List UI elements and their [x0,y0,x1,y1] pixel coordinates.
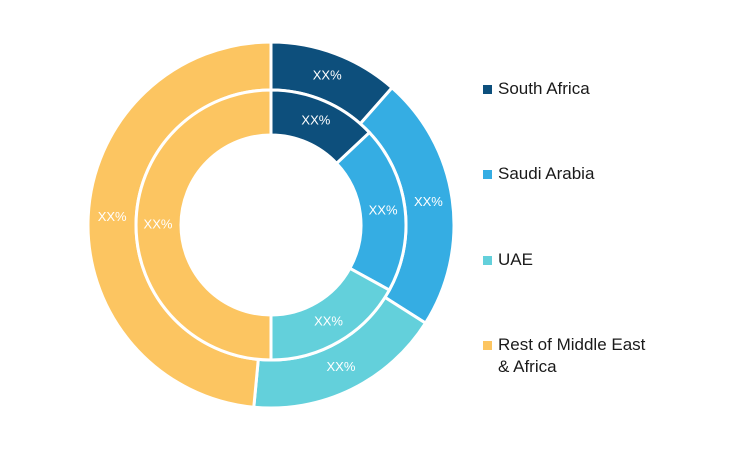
inner-ring-label-1: XX% [369,202,398,217]
legend-item-uae: UAE [483,249,658,271]
outer-ring-label-1: XX% [414,194,443,209]
inner-ring-label-0: XX% [301,113,330,128]
legend-swatch [483,170,492,179]
legend-swatch [483,341,492,350]
legend-swatch [483,85,492,94]
inner-ring-label-3: XX% [144,216,173,231]
legend-label: Rest of Middle East & Africa [498,335,646,376]
legend-item-saudi-arabia: Saudi Arabia [483,163,658,185]
legend-swatch [483,256,492,265]
legend-label: UAE [498,250,533,269]
inner-ring-label-2: XX% [314,314,343,329]
legend-item-south-africa: South Africa [483,78,658,100]
outer-ring-label-0: XX% [313,68,342,83]
legend-label: South Africa [498,79,590,98]
legend-label: Saudi Arabia [498,164,595,183]
outer-ring-label-2: XX% [326,359,355,374]
inner-ring-slice-3 [134,88,273,362]
outer-ring-label-3: XX% [98,209,127,224]
legend-item-rest-of-mea: Rest of Middle East & Africa [483,334,658,378]
